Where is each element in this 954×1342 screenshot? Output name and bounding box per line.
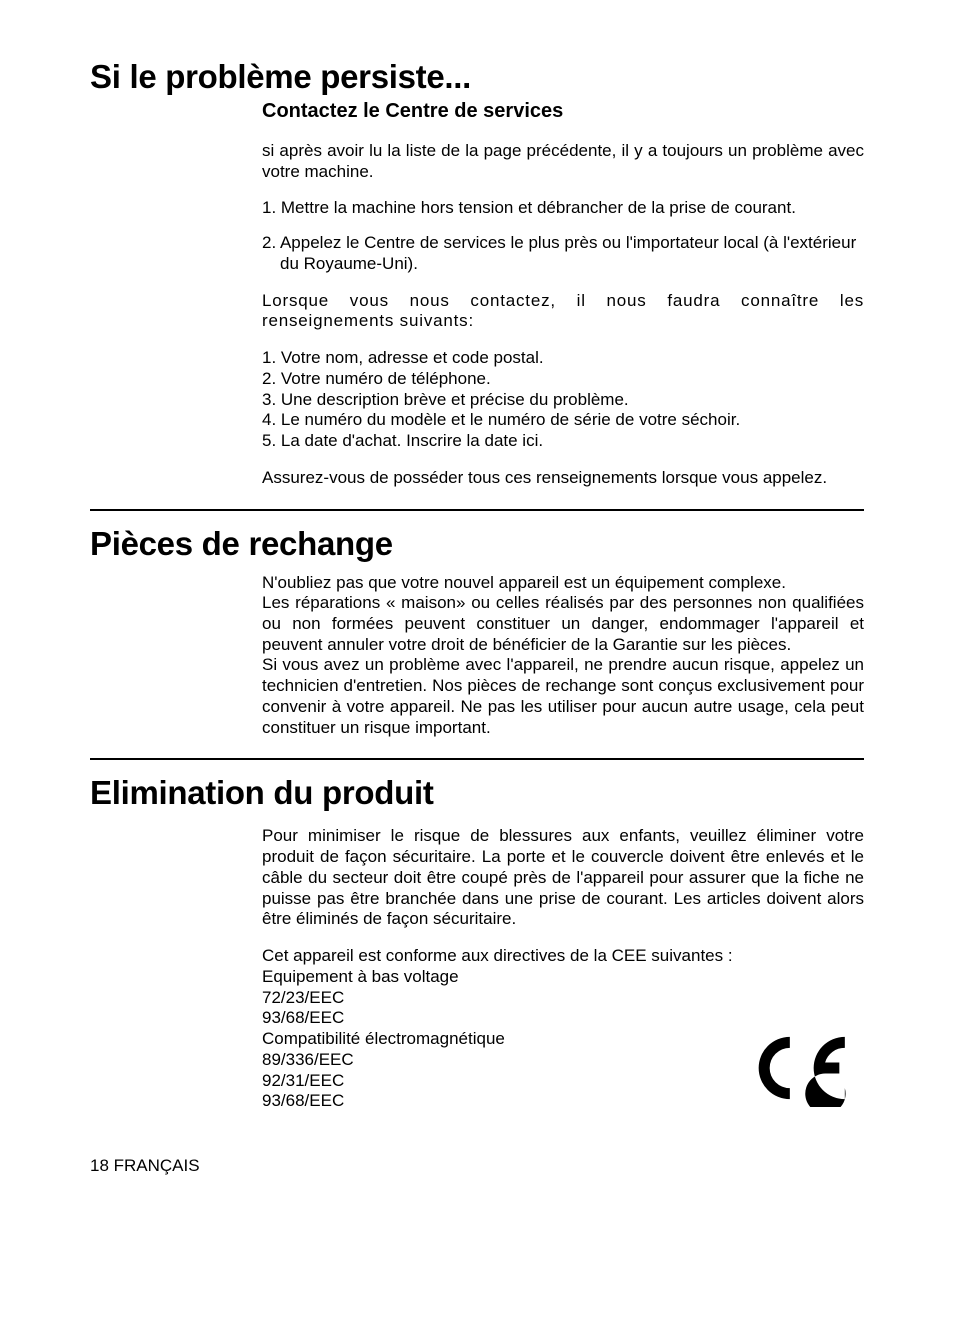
page-footer: 18 FRANÇAIS [90,1156,864,1176]
info-list: 1. Votre nom, adresse et code postal. 2.… [262,348,864,452]
step-2-text: 2. Appelez le Centre de services le plus… [262,233,864,274]
section-subtitle: Contactez le Centre de services [262,100,864,123]
list-item: 1. Votre nom, adresse et code postal. [262,348,864,369]
paragraph: Lorsque vous nous contactez, il nous fau… [262,291,864,332]
list-item: 2. Votre numéro de téléphone. [262,369,864,390]
section-title-2: Pièces de rechange [90,525,864,563]
directive-line: Equipement à bas voltage [262,967,864,988]
step-1: 1. Mettre la machine hors tension et déb… [262,198,864,219]
divider [90,509,864,511]
list-item: 4. Le numéro du modèle et le numéro de s… [262,410,864,431]
paragraph: N'oubliez pas que votre nouvel appareil … [262,573,864,594]
directive-line: Cet appareil est conforme aux directives… [262,946,864,967]
paragraph: Assurez-vous de posséder tous ces rensei… [262,468,864,489]
paragraph: si après avoir lu la liste de la page pr… [262,141,864,182]
directives-block: Cet appareil est conforme aux directives… [262,946,864,1112]
step-2: 2. Appelez le Centre de services le plus… [262,233,864,274]
paragraph: Les réparations « maison» ou celles réal… [262,593,864,655]
divider [90,758,864,760]
ce-mark-icon [744,1029,854,1112]
section-title-3: Elimination du produit [90,774,864,812]
list-item: 3. Une description brève et précise du p… [262,390,864,411]
directive-line: 72/23/EEC [262,988,864,1009]
list-item: 5. La date d'achat. Inscrire la date ici… [262,431,864,452]
section-title-1: Si le problème persiste... [90,58,864,96]
paragraph: Pour minimiser le risque de blessures au… [262,826,864,930]
paragraph: Si vous avez un problème avec l'appareil… [262,655,864,738]
directive-line: 93/68/EEC [262,1008,864,1029]
